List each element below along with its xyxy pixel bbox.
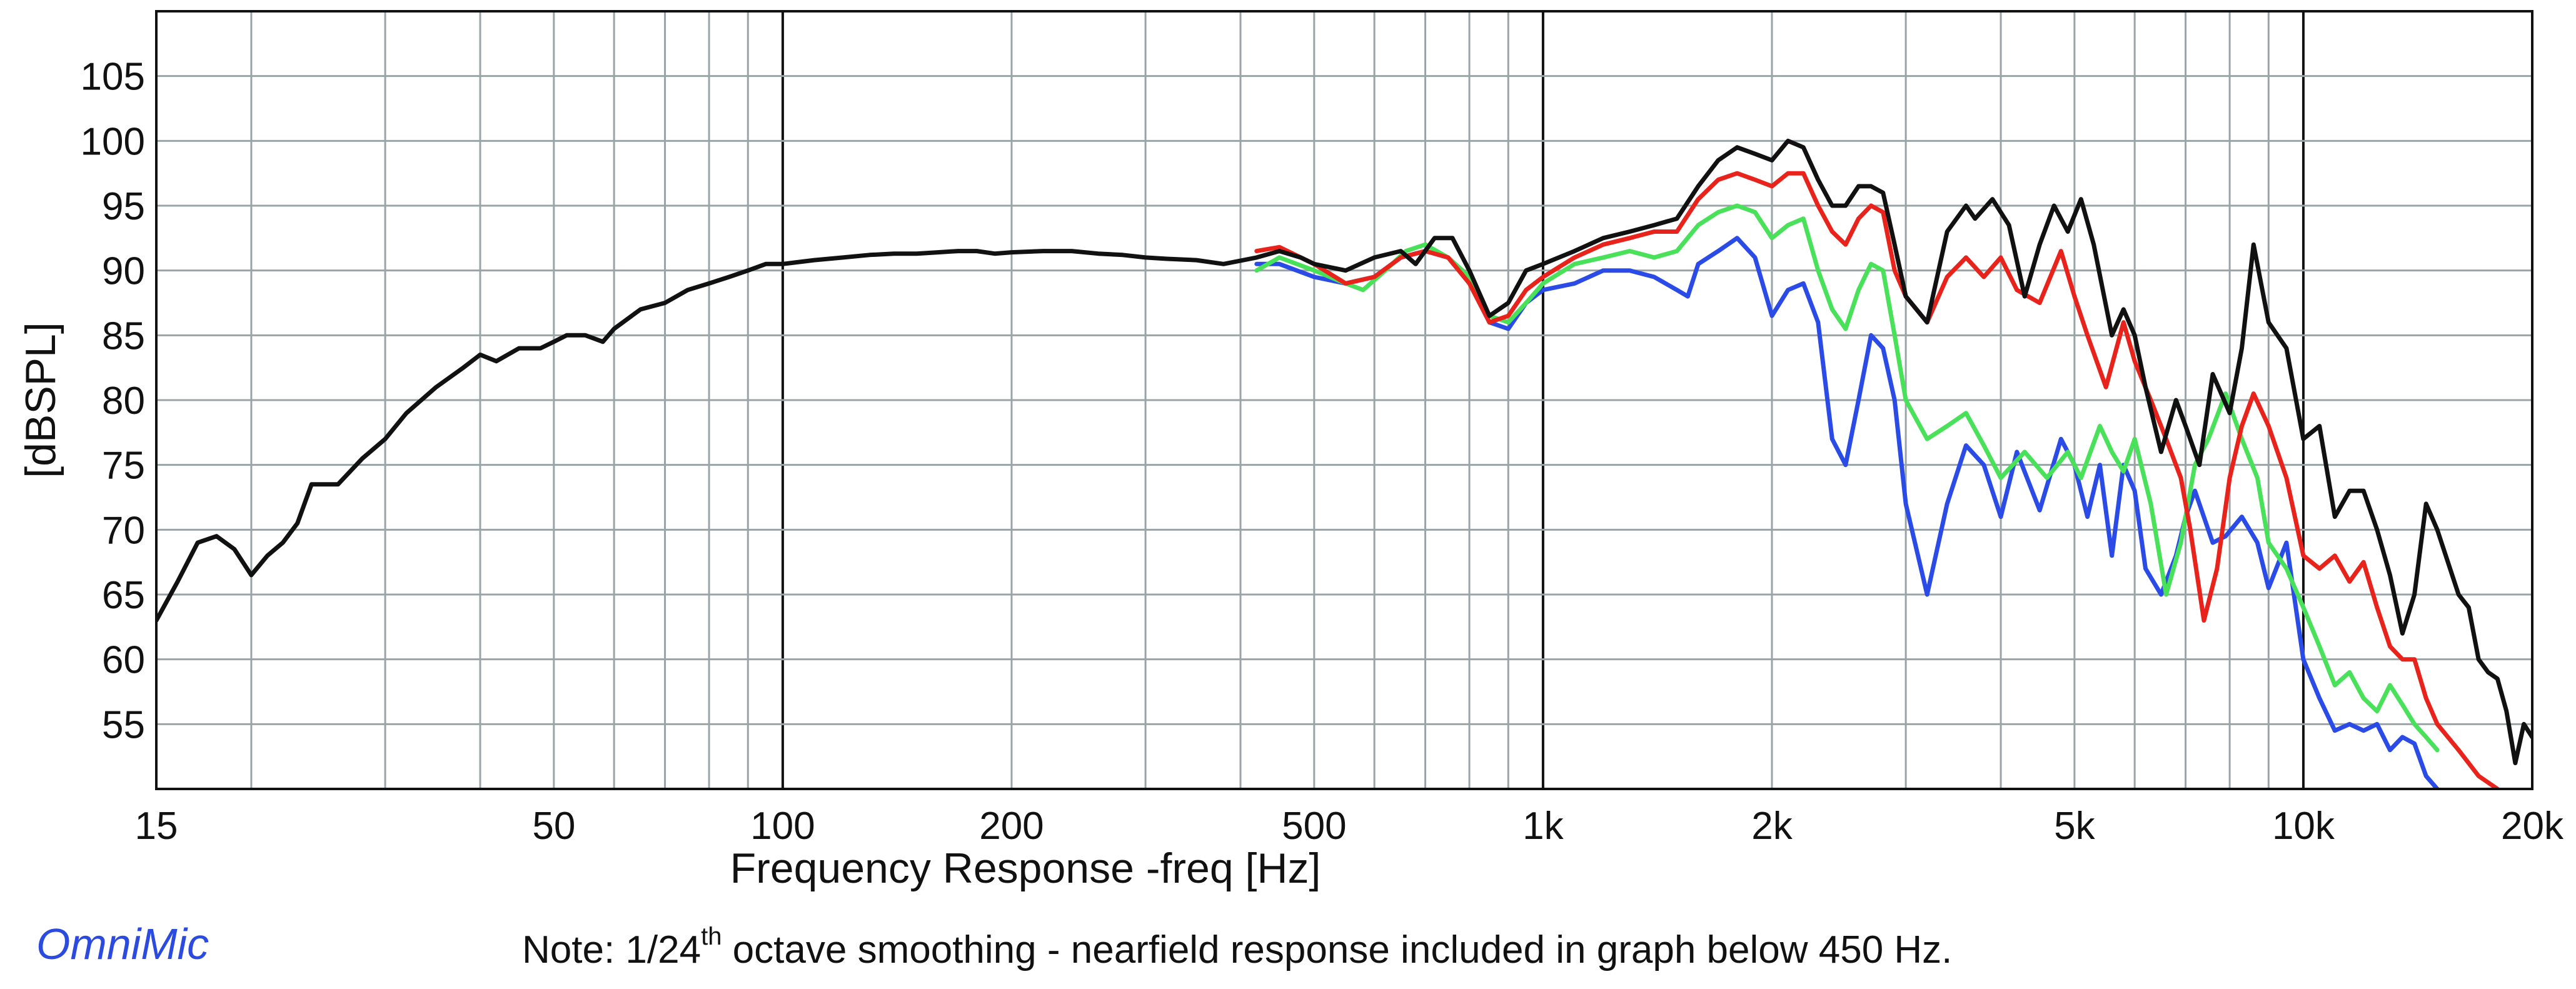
y-tick-label: 55 [102, 703, 145, 746]
y-tick-label: 100 [81, 120, 145, 163]
plot-frame [155, 10, 2533, 790]
y-tick-label: 85 [102, 314, 145, 358]
x-axis-label: Frequency Response -freq [Hz] [730, 845, 1321, 892]
x-tick-label: 50 [532, 805, 575, 848]
y-tick-label: 80 [102, 379, 145, 423]
chart-grid [156, 11, 2532, 789]
x-tick-label: 100 [750, 805, 815, 848]
x-tick-label: 2k [1751, 805, 1793, 848]
series-lines [156, 138, 2532, 789]
x-tick-label: 10k [2272, 805, 2335, 848]
x-tick-labels: 15 50 100 200 500 1k 2k 5k 10k 20k [135, 805, 2564, 848]
y-tick-label: 60 [102, 639, 145, 682]
y-axis-label: [dBSPL] [17, 322, 64, 478]
series-line-4 [156, 138, 2532, 765]
y-tick-label: 105 [81, 56, 145, 99]
y-tick-label: 70 [102, 509, 145, 552]
note-prefix: Note: 1/24 [522, 928, 702, 971]
x-tick-label: 500 [1282, 805, 1346, 848]
x-tick-label: 20k [2501, 805, 2564, 848]
x-tick-label: 200 [979, 805, 1044, 848]
x-tick-label: 5k [2054, 805, 2095, 848]
series-line-3 [1254, 171, 2500, 789]
x-tick-label: 1k [1522, 805, 1564, 848]
y-tick-label: 90 [102, 250, 145, 293]
y-tick-labels: 55 60 65 70 75 80 85 90 95 100 105 [81, 56, 145, 747]
brand-label: OmniMic [36, 920, 209, 968]
note-superscript: th [701, 923, 722, 950]
y-tick-label: 75 [102, 444, 145, 488]
smoothing-note: Note: 1/24th octave smoothing - nearfiel… [522, 923, 1953, 972]
series-line-2 [1254, 203, 2440, 753]
note-suffix: octave smoothing - nearfield response in… [722, 928, 1953, 971]
y-tick-label: 65 [102, 574, 145, 617]
y-tick-label: 95 [102, 185, 145, 228]
x-tick-label: 15 [135, 805, 178, 848]
